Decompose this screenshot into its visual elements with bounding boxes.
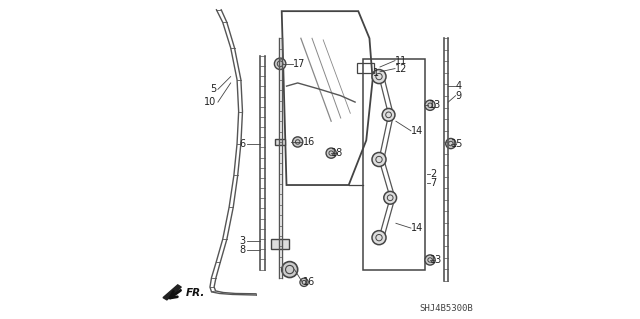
Bar	[275, 139, 285, 145]
Circle shape	[282, 262, 298, 278]
Text: 16: 16	[303, 277, 315, 287]
Circle shape	[292, 137, 303, 147]
Text: 7: 7	[430, 178, 436, 189]
Text: 17: 17	[293, 59, 305, 69]
Text: 9: 9	[456, 91, 461, 101]
Bar	[363, 59, 425, 270]
Circle shape	[384, 191, 397, 204]
Circle shape	[425, 255, 435, 265]
Text: FR.: FR.	[186, 288, 205, 299]
Text: 8: 8	[239, 245, 245, 256]
Circle shape	[372, 231, 386, 245]
Text: 14: 14	[411, 223, 423, 233]
Circle shape	[372, 70, 386, 84]
Text: 5: 5	[210, 84, 216, 94]
Text: 16: 16	[303, 137, 315, 147]
Text: 13: 13	[430, 255, 442, 265]
Circle shape	[275, 58, 286, 70]
Polygon shape	[163, 285, 181, 300]
Circle shape	[382, 108, 395, 121]
Text: 14: 14	[411, 126, 423, 136]
Circle shape	[372, 152, 386, 167]
Bar	[271, 239, 289, 249]
Bar	[357, 63, 374, 73]
Text: 11: 11	[395, 56, 407, 66]
Text: 6: 6	[239, 138, 245, 149]
Text: 12: 12	[395, 63, 407, 74]
Text: 15: 15	[451, 138, 463, 149]
Text: 13: 13	[428, 100, 441, 110]
Circle shape	[300, 278, 308, 286]
Text: SHJ4B5300B: SHJ4B5300B	[419, 304, 473, 313]
Text: 10: 10	[204, 97, 216, 107]
Text: 4: 4	[456, 81, 461, 91]
Circle shape	[326, 148, 336, 158]
Text: 2: 2	[430, 169, 436, 179]
Text: 18: 18	[331, 148, 344, 158]
Circle shape	[425, 100, 435, 110]
Circle shape	[445, 138, 456, 149]
Text: 3: 3	[239, 236, 245, 246]
Text: 1: 1	[372, 68, 379, 78]
